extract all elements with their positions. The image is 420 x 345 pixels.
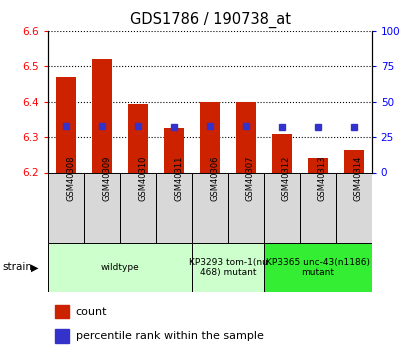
Text: GSM40314: GSM40314 (354, 156, 363, 201)
Bar (48, 243, 192, 292)
Bar (84, 172, 120, 243)
Text: GSM40310: GSM40310 (138, 156, 147, 201)
Text: GSM40306: GSM40306 (210, 155, 219, 201)
Bar (336, 172, 372, 243)
Bar (55, 329, 69, 343)
Bar (92, 59, 112, 172)
Bar (128, 104, 148, 172)
Text: GSM40312: GSM40312 (282, 156, 291, 201)
Bar (228, 172, 264, 243)
Bar (156, 172, 192, 243)
Bar (264, 243, 372, 292)
Bar (236, 102, 256, 172)
Text: KP3293 tom-1(nu
468) mutant: KP3293 tom-1(nu 468) mutant (189, 258, 268, 277)
Text: percentile rank within the sample: percentile rank within the sample (76, 331, 264, 341)
Text: GSM40307: GSM40307 (246, 155, 255, 201)
Text: GSM40313: GSM40313 (318, 155, 327, 201)
Bar (48, 172, 84, 243)
Text: ▶: ▶ (31, 263, 38, 272)
Text: wildtype: wildtype (101, 263, 139, 272)
Bar (264, 172, 300, 243)
Bar (308, 158, 328, 172)
Text: GSM40309: GSM40309 (102, 156, 111, 201)
Text: GSM40311: GSM40311 (174, 156, 183, 201)
Text: strain: strain (2, 263, 32, 272)
Bar (55, 305, 69, 318)
Text: count: count (76, 307, 107, 317)
Bar (192, 243, 264, 292)
Text: KP3365 unc-43(n1186)
mutant: KP3365 unc-43(n1186) mutant (266, 258, 370, 277)
Bar (344, 150, 364, 172)
Bar (192, 172, 228, 243)
Bar (56, 77, 76, 172)
Bar (120, 172, 156, 243)
Bar (300, 172, 336, 243)
Bar (272, 134, 292, 172)
Text: GSM40308: GSM40308 (66, 155, 75, 201)
Bar (200, 102, 220, 172)
Text: GDS1786 / 190738_at: GDS1786 / 190738_at (129, 12, 291, 28)
Bar (164, 128, 184, 172)
